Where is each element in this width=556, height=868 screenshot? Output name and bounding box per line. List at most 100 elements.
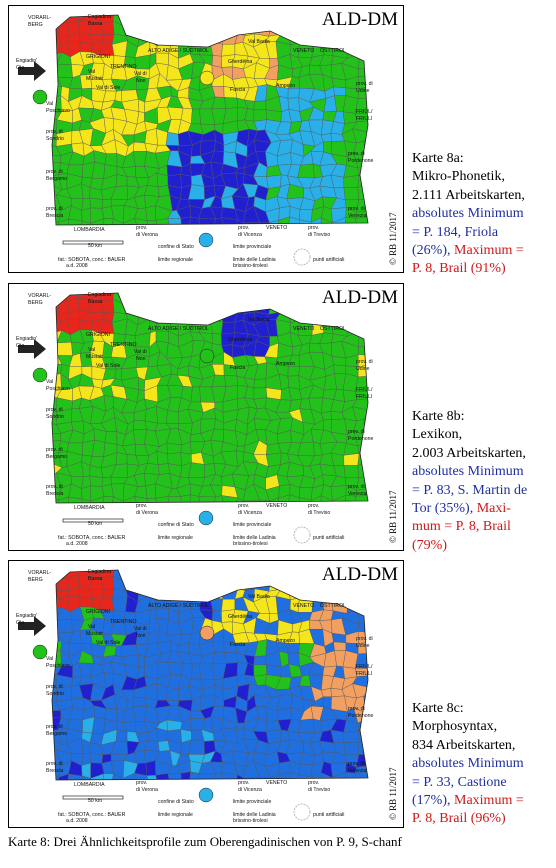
map-label: Bergamo (46, 176, 67, 182)
map-label: Val di (134, 626, 147, 632)
map-label: Val (88, 347, 95, 353)
map-label: punti artificiali (313, 812, 344, 818)
map-label: prov. di (356, 636, 373, 642)
map-cell (221, 598, 236, 612)
map-cell (198, 218, 217, 225)
map-label: prov. di (348, 206, 365, 212)
map-label: Pordenone (348, 713, 373, 719)
map-cell (91, 161, 106, 180)
map-cell (104, 153, 118, 167)
map-outline (51, 569, 369, 781)
panel-title: ALD-DM (322, 287, 398, 308)
map-label: di Vicenza (238, 787, 262, 793)
map-cell (58, 218, 69, 225)
map-cell (355, 653, 368, 669)
map-label: limite regionale (158, 812, 193, 818)
map-label: limite provinciale (233, 522, 271, 528)
map-cell (355, 376, 368, 392)
map-label: Engiadin' (16, 58, 37, 64)
map-cell (145, 760, 156, 776)
map-cell (355, 772, 368, 780)
caption-text: = P. 184, Friola (412, 224, 499, 240)
map-label: TRENTINO (110, 342, 137, 348)
map-cell (343, 187, 359, 201)
standard-marker (198, 510, 214, 526)
map-label: Engiadina (88, 292, 111, 298)
caption-line: (26%), Maximum = (412, 242, 525, 260)
map-label: limite delle Ladinia (233, 812, 276, 818)
map-label: Val (88, 624, 95, 630)
map-caption: Karte 8a: Mikro-Phonetik, 2.111 Arbeitskar… (412, 150, 525, 279)
map-label: limite regionale (158, 257, 193, 263)
map-label: Val di Sole (96, 85, 121, 91)
map-label: Ampezo (276, 361, 295, 367)
map-cell (115, 174, 128, 187)
map-label: fat.: SOBOTA, conc.: BAUER (58, 535, 126, 541)
map-cell (56, 63, 73, 78)
caption-line: Karte 8a: (412, 150, 525, 168)
map-cell (198, 773, 217, 780)
map-cell (343, 175, 360, 188)
map-label: Udine (356, 643, 370, 649)
map-cell (332, 771, 347, 780)
map-label: FRIÜL/ (356, 108, 373, 115)
map-cell (266, 452, 282, 467)
map-cell (180, 494, 191, 503)
figure-caption: Karte 8: Drei Ähnlichkeitsprofile zum Ob… (8, 834, 402, 849)
map-label: limite delle Ladinia (233, 257, 276, 263)
caption-text: mum = P. 8, Brail (412, 519, 511, 535)
map-label: Engiadina (88, 14, 111, 20)
map-cell (344, 216, 359, 225)
caption-text: Maximum = (450, 243, 524, 259)
map-label: Pordenone (348, 158, 373, 164)
arrow (18, 339, 46, 359)
map-label: Non (136, 633, 146, 639)
map-label: confine di Stato (158, 799, 194, 805)
map-cell (299, 497, 312, 503)
map-label: Müstair (86, 631, 103, 637)
map-label: prov. di (46, 724, 63, 730)
map-label: prov. di (46, 447, 63, 453)
map-label: di Treviso (308, 787, 330, 793)
copyright: © RB 11/2017 (388, 490, 398, 543)
map-cell (165, 131, 180, 146)
map-label: Val di Sole (96, 363, 121, 369)
map-label: Sondrio (46, 414, 64, 420)
map-label: LOMBARDIA (74, 227, 105, 233)
map-label: prov. (238, 225, 249, 231)
caption-line: (17%), Maximum = (412, 792, 524, 810)
map-label: VORARL- (28, 293, 51, 299)
map-label: OSTTIROL (320, 326, 346, 332)
map-label: prov. (136, 503, 147, 509)
map-cell (67, 496, 83, 503)
map-label: Brescia (46, 768, 63, 774)
standard-marker (32, 367, 48, 383)
standard-marker (199, 348, 215, 364)
map-label: Bassa (88, 21, 103, 27)
map-cell (144, 683, 159, 701)
map-label: prov. (308, 503, 319, 509)
caption-text: = P. 33, Castione (412, 774, 507, 790)
arrow (18, 616, 46, 636)
caption-text: Mikro-Phonetik, (412, 169, 505, 185)
arrow (18, 61, 46, 81)
map-cell (188, 462, 205, 478)
map-label: GRIGIONI (86, 54, 110, 60)
map-cell (146, 498, 159, 503)
map-label: Poschiavo (46, 386, 70, 392)
map-label: BERG (28, 577, 43, 583)
caption-text: Karte 8a: (412, 151, 464, 166)
map-outline (51, 14, 369, 226)
map-cell (134, 609, 151, 625)
map-cell (320, 217, 335, 225)
standard-marker (199, 70, 215, 86)
map-label: LOMBARDIA (74, 505, 105, 511)
map-label: Ampezo (276, 638, 295, 644)
standard-marker (32, 644, 48, 660)
map-label: Sondrio (46, 136, 64, 142)
map-label: Brescia (46, 491, 63, 497)
map-label: Engiadin' (16, 336, 37, 342)
map-cell (155, 330, 169, 344)
map-cell (104, 708, 118, 722)
map-label: limite provinciale (233, 799, 271, 805)
